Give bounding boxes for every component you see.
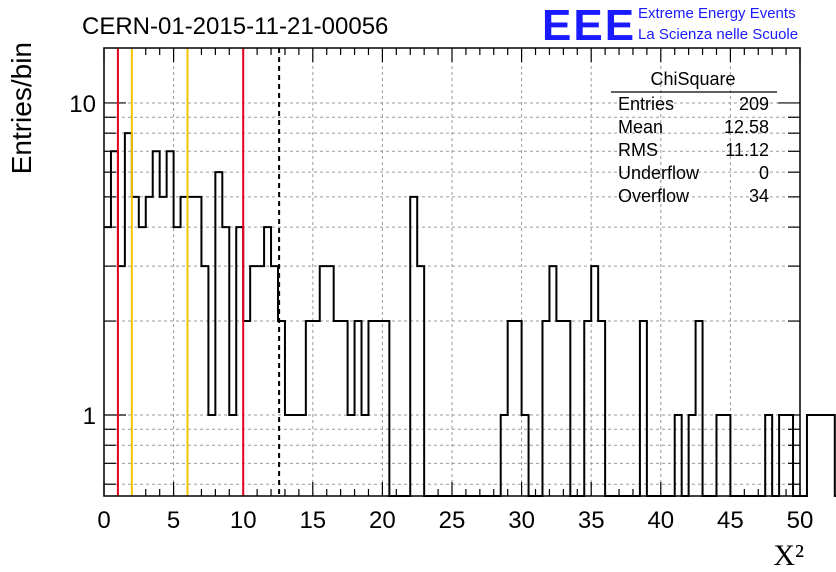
histogram-bin xyxy=(368,321,375,496)
x-tick-label: 5 xyxy=(167,507,180,534)
histogram-bin xyxy=(696,321,703,496)
stats-row-value: 12.58 xyxy=(724,117,769,137)
x-tick-label: 35 xyxy=(578,507,605,534)
x-tick-label: 20 xyxy=(369,507,396,534)
y-tick-label: 10 xyxy=(69,91,96,118)
histogram-bin xyxy=(341,321,348,496)
histogram-bin xyxy=(355,321,362,496)
histogram-bin xyxy=(201,266,208,496)
histogram-bin xyxy=(549,266,556,496)
histogram-bin xyxy=(271,266,278,496)
plot-frame xyxy=(103,47,801,497)
histogram-bin xyxy=(410,197,417,496)
histogram-series xyxy=(104,132,836,497)
histogram-bin xyxy=(132,197,139,496)
histogram-bin xyxy=(417,266,424,496)
histogram-bin xyxy=(160,197,167,496)
histogram-bin xyxy=(264,227,271,496)
stats-row-value: 11.12 xyxy=(725,140,769,160)
histogram-bin xyxy=(807,415,814,496)
histogram-bin xyxy=(146,197,153,496)
histogram-bin xyxy=(257,266,264,496)
histogram-bin xyxy=(821,415,828,496)
histogram-bin xyxy=(508,321,515,496)
histogram-bin xyxy=(640,321,647,496)
logo-line-2: La Scienza nelle Scuole xyxy=(638,26,798,43)
x-tick-label: 15 xyxy=(299,507,326,534)
x-tick-label: 25 xyxy=(439,507,466,534)
histogram-bin xyxy=(814,415,821,496)
histogram-bin xyxy=(118,266,125,496)
stats-rows: Entries 209 Mean 12.58 RMS 11.12 Underflow 0 Ove… xyxy=(618,94,769,206)
histogram-step-line xyxy=(104,132,836,497)
histogram-bin xyxy=(591,266,598,496)
histogram-bin xyxy=(306,321,313,496)
histogram-bin xyxy=(563,321,570,496)
histogram-bin xyxy=(222,227,229,496)
histogram-bin xyxy=(243,321,250,496)
histogram-bin xyxy=(556,321,563,496)
histogram-bin xyxy=(334,321,341,496)
histogram-bin xyxy=(215,172,222,496)
histogram-bin xyxy=(828,415,835,496)
logo-letters: EEE xyxy=(542,1,636,50)
histogram-bin xyxy=(382,321,389,496)
histogram-bin xyxy=(153,151,160,496)
histogram-bin xyxy=(236,227,243,496)
y-axis-label: Entries/bin xyxy=(6,42,37,174)
stats-row-value: 34 xyxy=(749,186,769,206)
x-tick-label: 0 xyxy=(97,507,110,534)
logo-line-1: Extreme Energy Events xyxy=(638,5,796,22)
x-tick-labels: 0 5 10 15 20 25 30 35 40 45 50 xyxy=(97,507,813,534)
histogram-bin xyxy=(320,266,327,496)
histogram-bin xyxy=(515,321,522,496)
stats-row-value: 209 xyxy=(739,94,769,114)
histogram-bin xyxy=(181,197,188,496)
histogram-bin xyxy=(250,266,257,496)
y-tick-label: 1 xyxy=(83,403,96,430)
x-tick-label: 50 xyxy=(787,507,814,534)
histogram-bin xyxy=(139,227,146,496)
stats-row-label: Entries xyxy=(618,94,674,114)
stats-row-label: Mean xyxy=(618,117,663,137)
stats-row-label: Underflow xyxy=(618,163,700,183)
histogram-bin xyxy=(194,197,201,496)
histogram-bin xyxy=(104,227,111,496)
histogram-bin xyxy=(313,321,320,496)
histogram-bin xyxy=(598,321,605,496)
x-axis-label: X² xyxy=(773,539,804,572)
histogram-bin xyxy=(327,266,334,496)
chart-title: CERN-01-2015-11-21-00056 xyxy=(82,13,388,40)
histogram-bin xyxy=(111,151,118,496)
histogram-bin xyxy=(584,321,591,496)
x-tick-label: 45 xyxy=(717,507,744,534)
grid-lines xyxy=(104,48,800,496)
histogram-bin xyxy=(167,151,174,496)
histogram-bin xyxy=(375,321,382,496)
stats-title: ChiSquare xyxy=(650,69,735,89)
stats-row-label: RMS xyxy=(618,140,658,160)
histogram-bin xyxy=(125,133,132,496)
stats-box: ChiSquare Entries 209 Mean 12.58 RMS 11.12 Und… xyxy=(611,69,777,206)
x-tick-label: 40 xyxy=(647,507,674,534)
histogram-bin xyxy=(174,227,181,496)
reference-lines xyxy=(116,48,281,496)
histogram-bin xyxy=(542,321,549,496)
eee-logo: EEE Extreme Energy Events La Scienza nel… xyxy=(542,1,798,50)
y-tick-labels: 1 10 xyxy=(69,91,96,430)
histogram-bin xyxy=(188,197,195,496)
x-tick-label: 10 xyxy=(230,507,257,534)
stats-row-value: 0 xyxy=(759,163,769,183)
stats-row-label: Overflow xyxy=(618,186,690,206)
x-tick-label: 30 xyxy=(508,507,535,534)
